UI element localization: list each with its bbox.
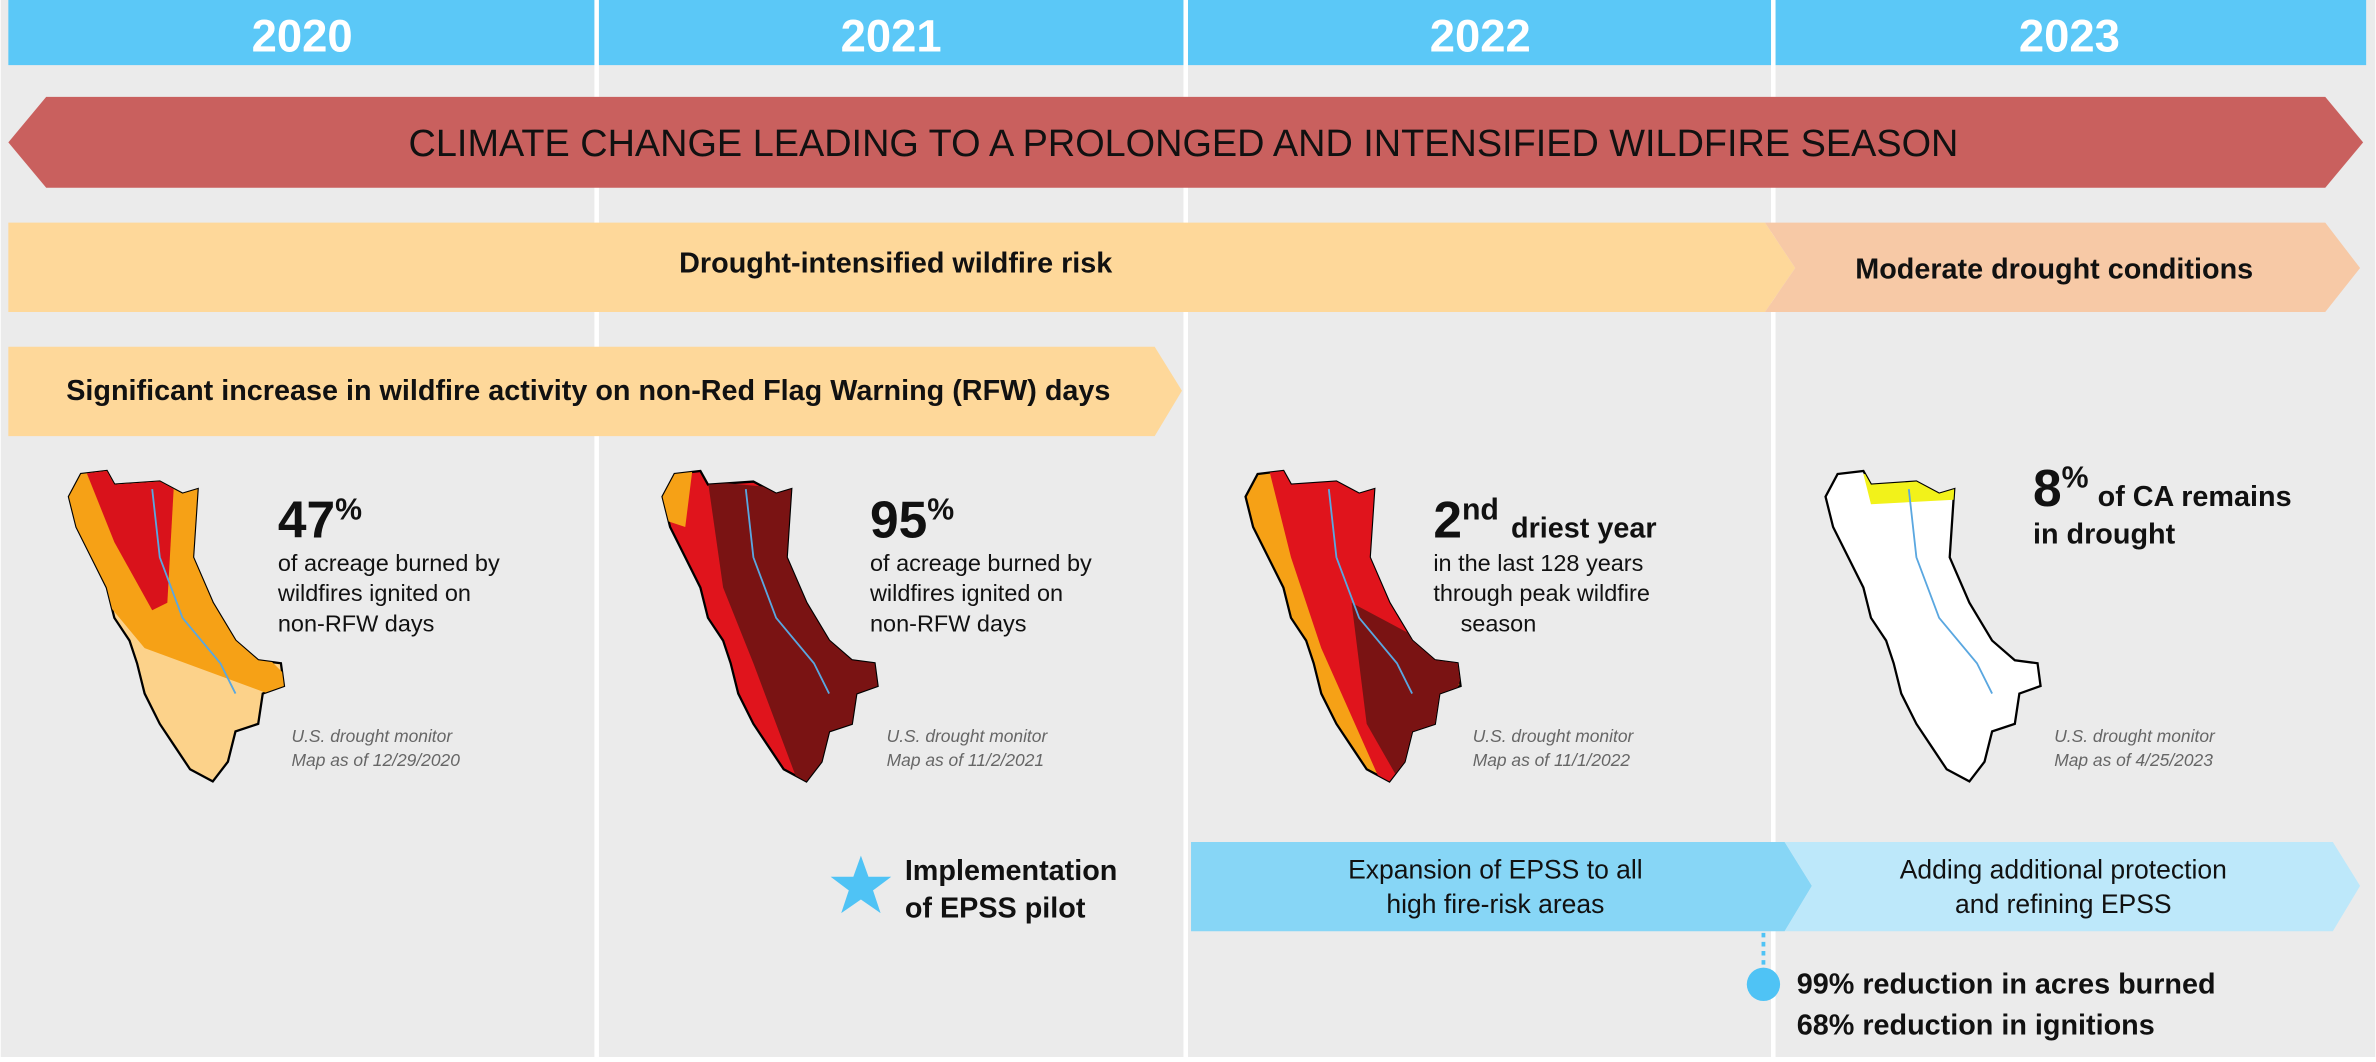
- source: U.S. drought monitor: [1473, 726, 1635, 746]
- band-text: and refining EPSS: [1955, 889, 2172, 919]
- stat: 2nd driest year: [1433, 491, 1656, 549]
- stat-value: 2: [1433, 491, 1462, 549]
- banner-arrow: [8, 96, 2364, 188]
- column-separators: [594, 0, 1776, 1057]
- stat-line: non-RFW days: [278, 610, 435, 636]
- stat-sup: %: [2062, 462, 2089, 495]
- stat: 95%: [870, 491, 954, 549]
- year-header: [8, 0, 2367, 66]
- band-text: Moderate drought conditions: [1855, 254, 2253, 286]
- drought-map: [661, 469, 879, 783]
- source: Map as of 11/2/2021: [887, 750, 1044, 770]
- source: Map as of 11/1/2022: [1473, 750, 1631, 770]
- stat-sup: %: [335, 493, 362, 526]
- refine-band: [1784, 841, 2361, 932]
- stat-line: through peak wildfire: [1433, 580, 1650, 606]
- source: U.S. drought monitor: [887, 726, 1049, 746]
- source: Map as of 12/29/2020: [292, 750, 461, 770]
- banner-text: CLIMATE CHANGE LEADING TO A PROLONGED AN…: [409, 123, 1959, 165]
- stat-line: wildfires ignited on: [869, 580, 1063, 606]
- stat-headline: in drought: [2033, 519, 2176, 551]
- stat-headline: driest year: [1511, 513, 1657, 545]
- drought-map: [67, 469, 286, 783]
- year: 2022: [1430, 10, 1531, 61]
- band-text: Drought-intensified wildfire risk: [679, 248, 1113, 280]
- band-text: Significant increase in wildfire activit…: [66, 375, 1110, 407]
- stat-line: non-RFW days: [870, 610, 1027, 636]
- band-text: Expansion of EPSS to all: [1348, 854, 1643, 884]
- source: U.S. drought monitor: [2054, 726, 2216, 746]
- expansion-band: [1191, 841, 1812, 932]
- stat-sup: nd: [1462, 493, 1499, 526]
- stat-line: season: [1461, 610, 1537, 636]
- rfw-band: [8, 346, 1182, 437]
- stat-value: 47: [278, 491, 335, 549]
- star-icon: [830, 855, 892, 914]
- stat: 47%: [278, 491, 362, 549]
- band-text: high fire-risk areas: [1386, 889, 1604, 919]
- stat-value: 95: [870, 491, 927, 549]
- stat-line: wildfires ignited on: [277, 580, 471, 606]
- year: 2023: [2019, 10, 2120, 61]
- stat-line: of acreage burned by: [278, 550, 500, 576]
- year: 2020: [252, 10, 353, 61]
- year: 2021: [841, 10, 942, 61]
- stat-line: in the last 128 years: [1433, 550, 1643, 576]
- stat-headline: of CA remains: [2098, 481, 2292, 513]
- result-text: 68% reduction in ignitions: [1797, 1009, 2155, 1041]
- result-text: 99% reduction in acres burned: [1797, 968, 2216, 1000]
- band-text: Adding additional protection: [1900, 854, 2227, 884]
- drought-band: [8, 222, 1796, 312]
- stat-sup: %: [927, 493, 954, 526]
- source: Map as of 4/25/2023: [2054, 750, 2213, 770]
- pilot-text: Implementation: [905, 855, 1118, 887]
- stat: 8% of CA remains: [2033, 459, 2292, 517]
- stat-value: 8: [2033, 459, 2062, 517]
- drought-band: [1764, 222, 2361, 312]
- result-dot: [1746, 967, 1781, 1001]
- source: U.S. drought monitor: [292, 726, 454, 746]
- stat-line: of acreage burned by: [870, 550, 1092, 576]
- pilot-text: of EPSS pilot: [905, 893, 1086, 925]
